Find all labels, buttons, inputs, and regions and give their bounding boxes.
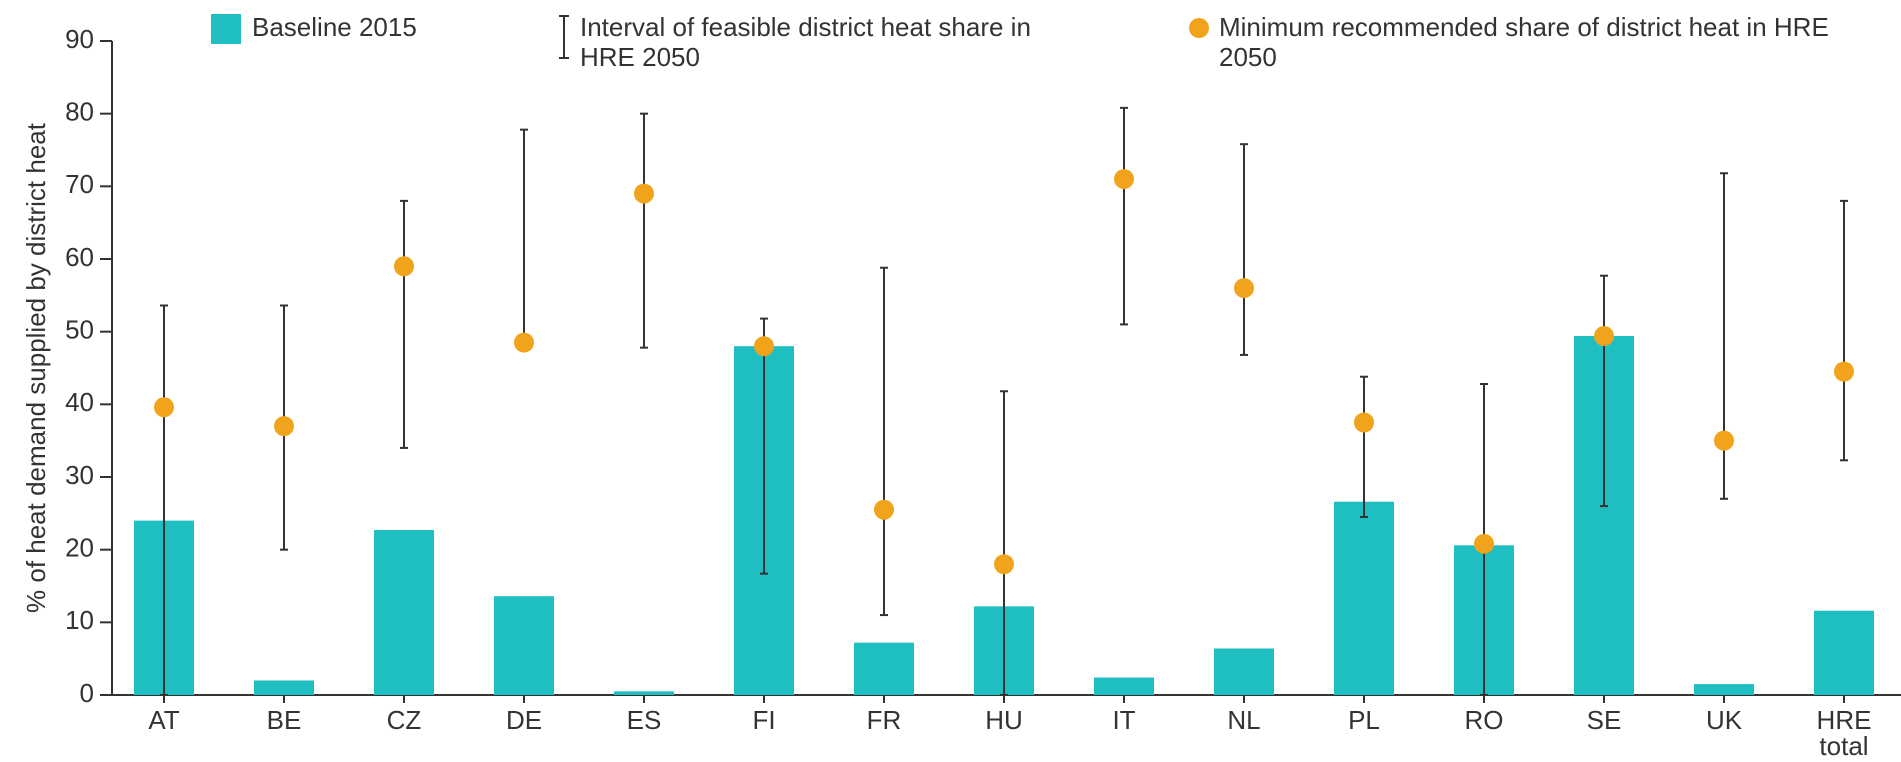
interval (880, 266, 888, 617)
bar (1694, 684, 1754, 695)
x-tick-label: FI (752, 705, 776, 735)
min-dot (1474, 533, 1494, 554)
y-tick-label: 70 (65, 169, 94, 199)
x-tick-label: RO (1464, 705, 1504, 735)
legend-label: Interval of feasible district heat share… (580, 12, 1031, 72)
legend-label: Minimum recommended share of district he… (1219, 12, 1829, 72)
bar (1214, 648, 1274, 695)
y-tick-label: 30 (65, 460, 94, 490)
bar (614, 691, 674, 695)
x-tick-label: FR (866, 705, 902, 735)
y-tick-label: 90 (65, 24, 94, 54)
min-dot (874, 499, 894, 520)
min-dot (994, 554, 1014, 575)
bar (854, 642, 914, 695)
legend-swatch (211, 14, 241, 44)
interval (1840, 199, 1848, 462)
bar (1814, 610, 1874, 695)
bar (254, 680, 314, 695)
bar (494, 596, 554, 695)
x-tick-label: NL (1227, 705, 1261, 735)
interval (520, 128, 528, 344)
y-tick-label: 80 (65, 97, 94, 127)
legend-label: Baseline 2015 (252, 12, 417, 42)
interval (400, 199, 408, 449)
min-dot (1834, 361, 1854, 382)
y-tick-label: 20 (65, 533, 94, 563)
min-dot (1594, 326, 1614, 347)
x-tick-label: IT (1112, 705, 1136, 735)
interval (640, 112, 648, 349)
min-dot (1714, 430, 1734, 451)
y-tick-label: 0 (80, 678, 94, 708)
legend-dot (1189, 18, 1209, 38)
bar (374, 530, 434, 695)
bar (1334, 501, 1394, 695)
min-dot (1234, 278, 1254, 299)
interval (760, 317, 768, 575)
min-dot (634, 183, 654, 204)
y-tick-label: 40 (65, 387, 94, 417)
min-dot (1114, 169, 1134, 190)
y-tick-label: 10 (65, 605, 94, 635)
min-dot (394, 256, 414, 277)
min-dot (1354, 412, 1374, 433)
min-dot (754, 336, 774, 357)
y-axis-label: % of heat demand supplied by district he… (21, 122, 51, 613)
interval (1240, 143, 1248, 356)
x-tick-label: UK (1705, 705, 1743, 735)
y-tick-label: 60 (65, 242, 94, 272)
x-tick-label: HU (985, 705, 1023, 735)
x-tick-label: DE (505, 705, 543, 735)
x-tick-label: AT (148, 705, 180, 735)
x-tick-label: ES (626, 705, 662, 735)
x-tick-label: CZ (386, 705, 422, 735)
x-tick-label: BE (266, 705, 302, 735)
interval (1600, 274, 1608, 508)
min-dot (514, 332, 534, 353)
x-tick-label: SE (1586, 705, 1622, 735)
legend-interval-icon (559, 15, 569, 59)
x-tick-label: HRE total (1816, 705, 1872, 761)
bar (1094, 677, 1154, 695)
min-dot (154, 397, 174, 418)
min-dot (274, 416, 294, 437)
interval (1120, 106, 1128, 326)
y-tick-label: 50 (65, 315, 94, 345)
x-tick-label: PL (1348, 705, 1380, 735)
interval (1360, 375, 1368, 518)
